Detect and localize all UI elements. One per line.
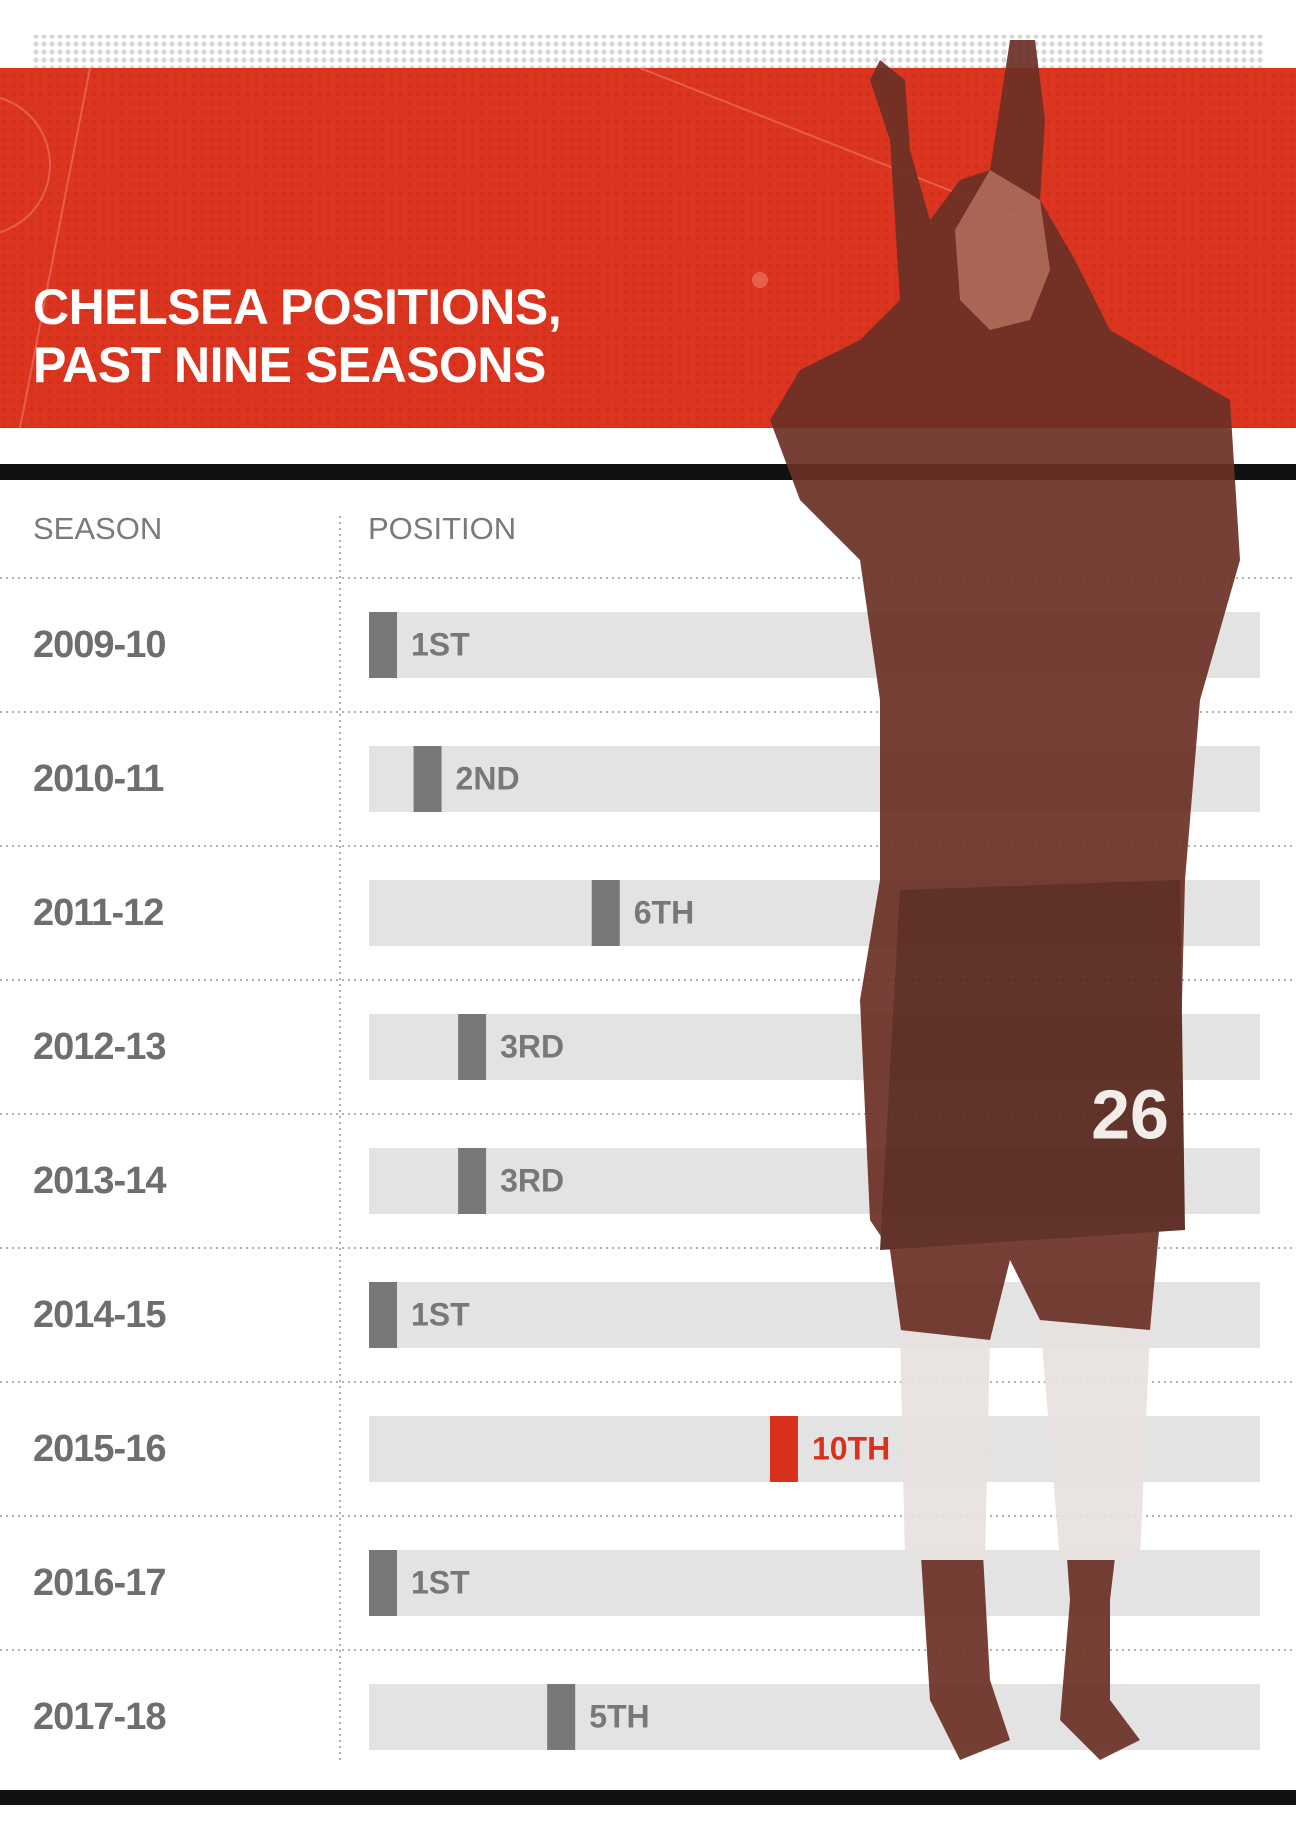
season-label: 2016-17 xyxy=(33,1562,165,1604)
position-marker xyxy=(413,746,442,812)
value-label: 10TH xyxy=(812,1430,890,1466)
season-label: 2009-10 xyxy=(33,624,165,666)
season-label: 2015-16 xyxy=(33,1428,165,1470)
column-header: POSITION xyxy=(368,511,516,546)
season-label: 2014-15 xyxy=(33,1294,166,1336)
value-label: 3RD xyxy=(500,1162,564,1198)
value-label: 2ND xyxy=(456,760,520,796)
chart-title: CHELSEA POSITIONS, PAST NINE SEASONS xyxy=(33,279,562,393)
value-label: 3RD xyxy=(500,1028,564,1064)
season-label: 2012-13 xyxy=(33,1026,165,1068)
season-label: 2013-14 xyxy=(33,1160,166,1202)
season-label: 2010-11 xyxy=(33,758,164,800)
value-label: 6TH xyxy=(634,894,694,930)
position-marker xyxy=(458,1014,487,1080)
position-marker xyxy=(369,612,397,678)
dot-band xyxy=(33,35,1265,69)
value-label: 1ST xyxy=(411,626,470,662)
value-label: 1ST xyxy=(411,1564,470,1600)
bottom-rule xyxy=(0,1790,1296,1805)
position-marker xyxy=(369,1282,397,1348)
value-label: 5TH xyxy=(589,1698,649,1734)
position-marker xyxy=(547,1684,576,1750)
value-label: 1ST xyxy=(411,1296,470,1332)
position-marker xyxy=(369,1550,397,1616)
player-photo: 26 xyxy=(770,40,1240,1760)
position-marker xyxy=(458,1148,487,1214)
column-header: SEASON xyxy=(33,511,162,546)
season-label: 2017-18 xyxy=(33,1696,165,1738)
svg-text:26: 26 xyxy=(1091,1075,1169,1153)
position-marker xyxy=(591,880,620,946)
position-marker xyxy=(769,1416,798,1482)
season-label: 2011-12 xyxy=(33,892,163,934)
